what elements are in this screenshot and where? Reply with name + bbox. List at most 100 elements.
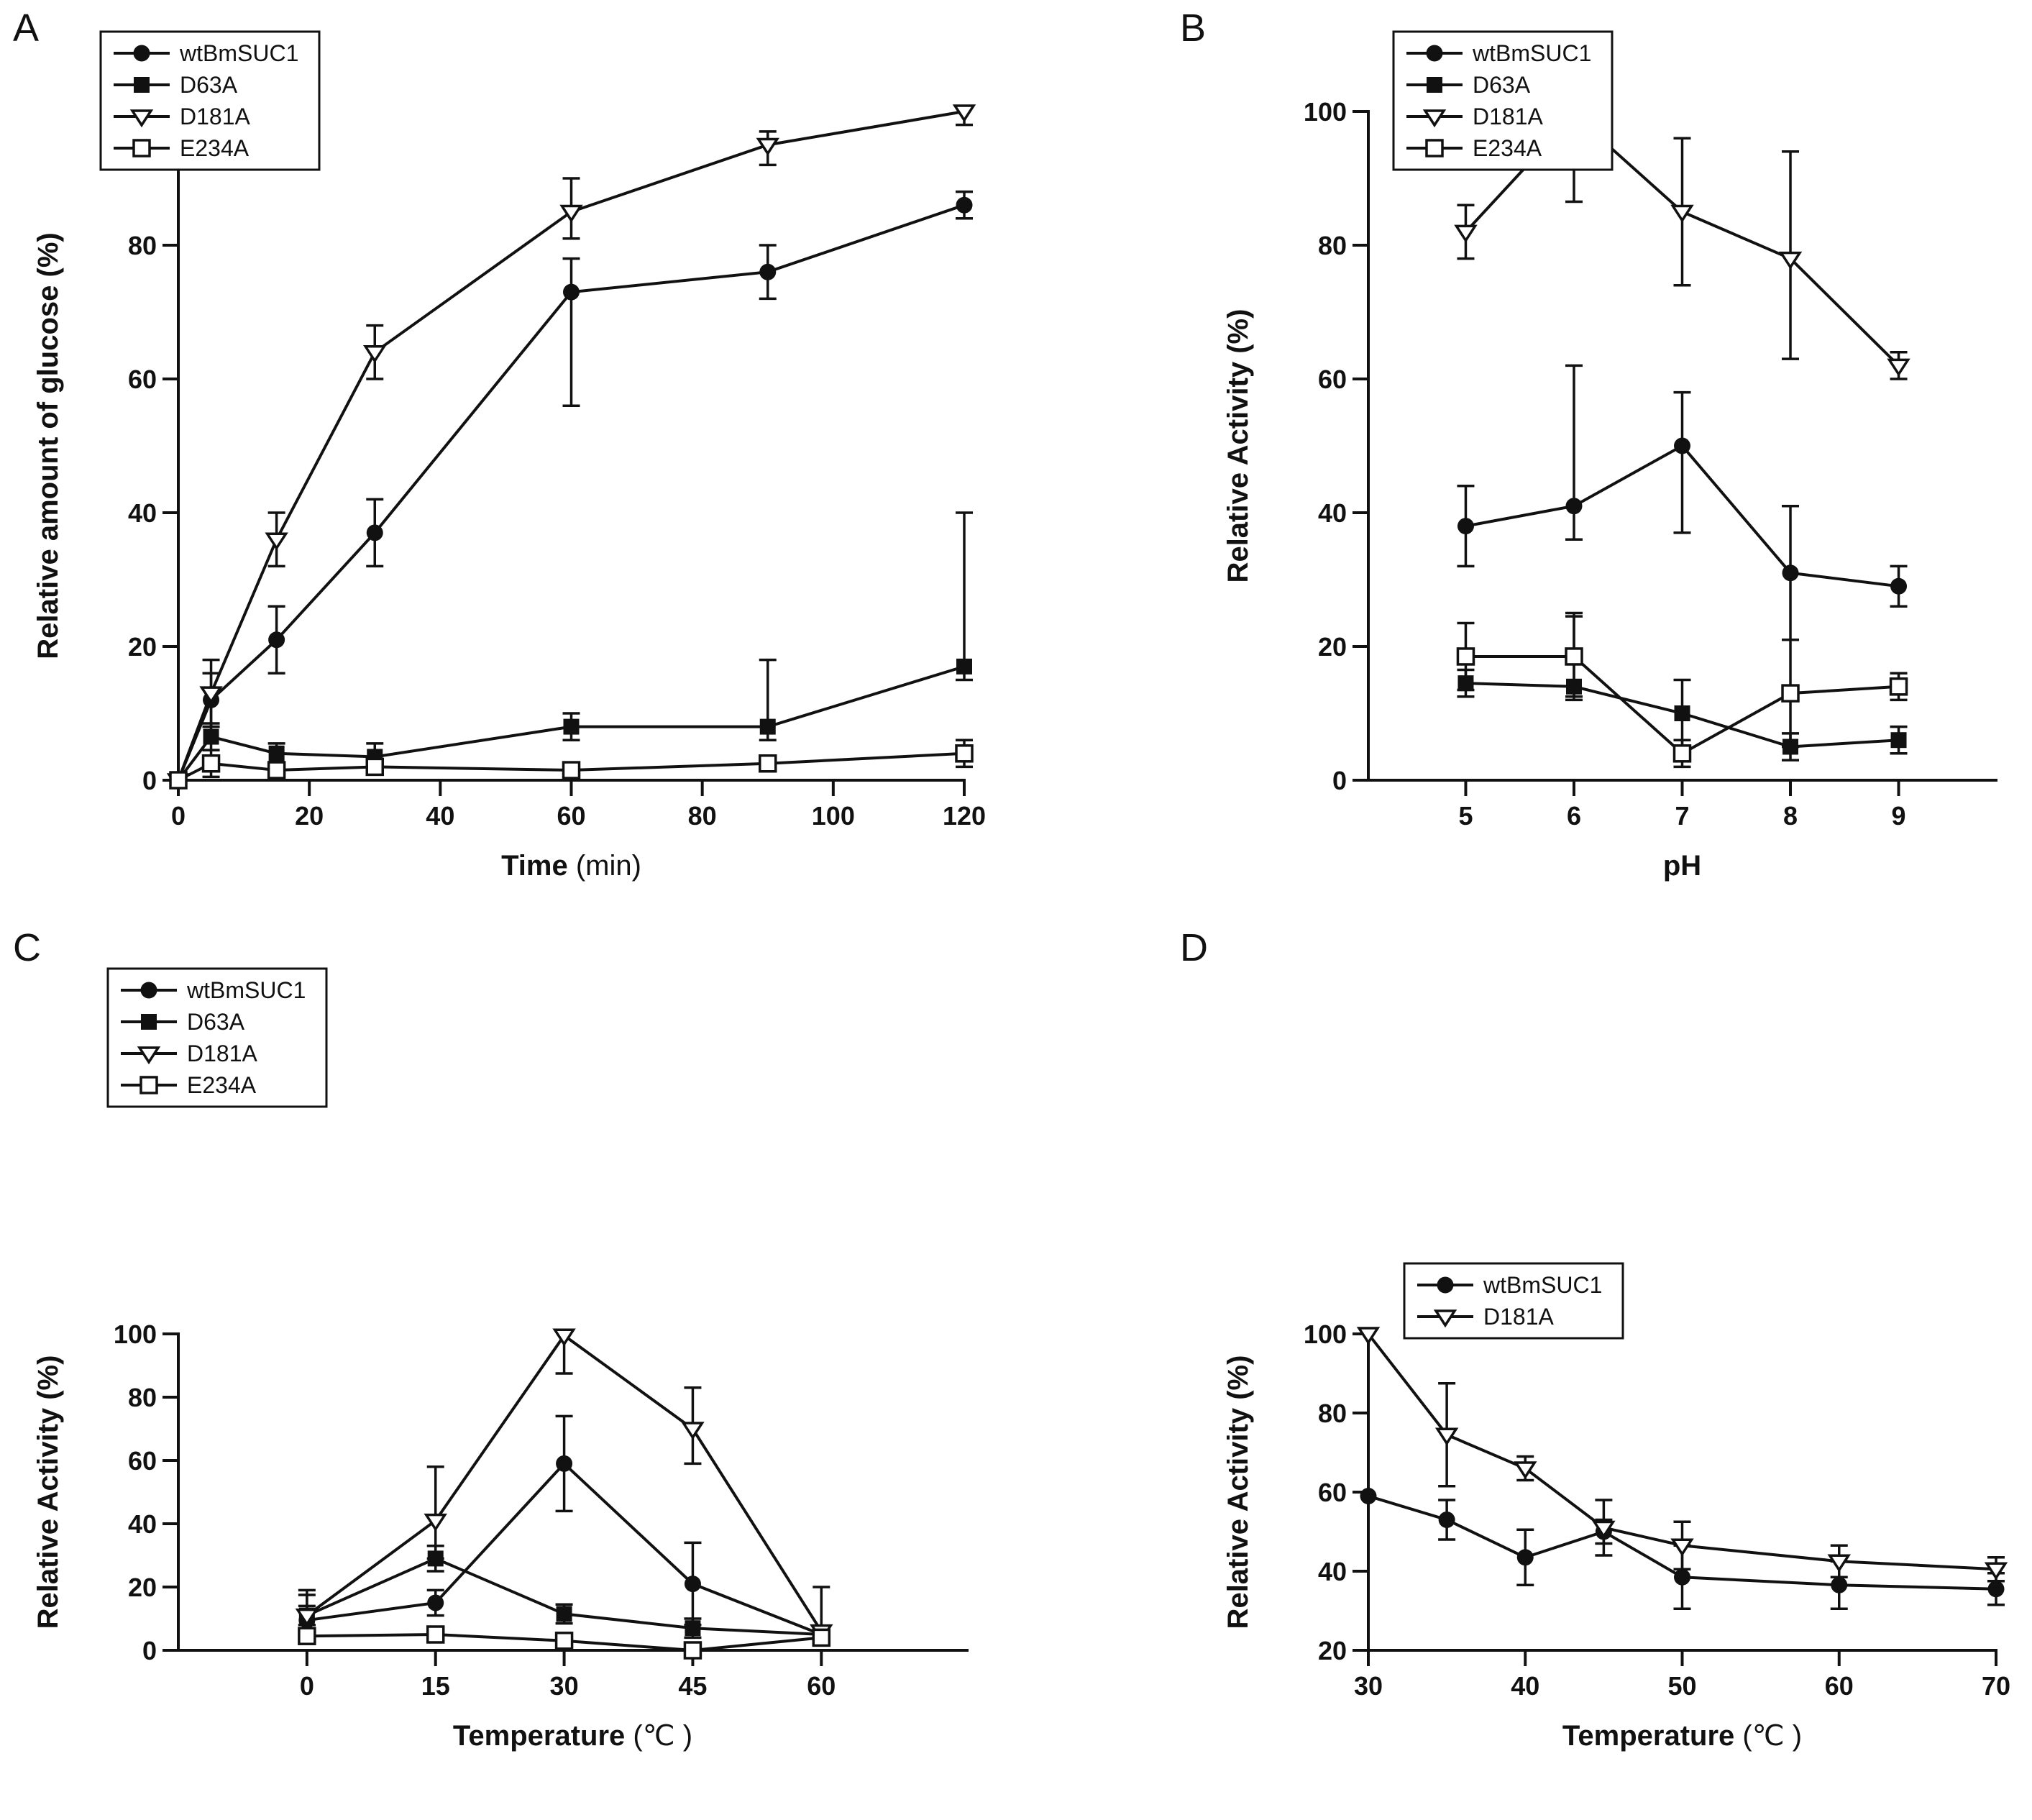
panel-c-letter: C bbox=[13, 926, 41, 969]
legend-label: D181A bbox=[1483, 1304, 1555, 1330]
x-tick-label: 0 bbox=[300, 1671, 314, 1701]
y-tick-label: 60 bbox=[1318, 1478, 1347, 1507]
y-tick-label: 60 bbox=[128, 365, 157, 394]
x-axis-label: pH bbox=[1663, 850, 1701, 882]
y-axis-label: Relative Activity (%) bbox=[32, 1355, 64, 1629]
x-tick-label: 70 bbox=[1982, 1671, 2010, 1701]
x-tick-label: 40 bbox=[1511, 1671, 1539, 1701]
legend: wtBmSUC1 D181A bbox=[1403, 1262, 1624, 1340]
series-E234A bbox=[1456, 615, 1908, 769]
y-tick-label: 0 bbox=[142, 1636, 157, 1665]
y-tick-label: 80 bbox=[128, 231, 157, 260]
panel-a-letter: A bbox=[13, 6, 40, 50]
x-tick-label: 9 bbox=[1892, 801, 1906, 831]
legend-label: D63A bbox=[1473, 72, 1531, 98]
panel-b: B 5 6 7 8 9 0 20 40 60 80 100 pH Relative Activity (… bbox=[1016, 0, 2032, 910]
y-tick-label: 100 bbox=[1304, 97, 1347, 127]
legend: wtBmSUC1 D63A D181A E234A bbox=[1392, 30, 1614, 171]
y-axis-label: Relative amount of glucose (%) bbox=[32, 232, 64, 659]
x-tick-label: 45 bbox=[678, 1671, 707, 1701]
series-E234A bbox=[169, 738, 974, 790]
legend-label: wtBmSUC1 bbox=[179, 40, 298, 66]
legend-label: D181A bbox=[1473, 104, 1544, 129]
legend-label: wtBmSUC1 bbox=[1472, 40, 1591, 66]
series-wtBmSUC1 bbox=[1457, 364, 1908, 641]
legend-label: E234A bbox=[180, 135, 250, 161]
chart-c-activity-vs-temperature: 0 15 30 45 60 0 20 40 60 80 100 Temperature (℃ ) Rel… bbox=[32, 967, 969, 1752]
chart-d-thermostability: 30 40 50 60 70 20 40 60 80 100 Temperature (℃ ) Rel… bbox=[1222, 1262, 2010, 1752]
x-tick-label: 0 bbox=[171, 801, 186, 831]
y-tick-label: 60 bbox=[128, 1446, 157, 1476]
series-wtBmSUC1 bbox=[170, 190, 973, 789]
axes bbox=[163, 110, 966, 796]
y-tick-label: 0 bbox=[1332, 766, 1347, 795]
y-tick-label: 100 bbox=[114, 1320, 157, 1349]
panel-b-letter: B bbox=[1180, 6, 1207, 50]
tick-labels: 020406080100120020406080100 bbox=[114, 97, 986, 831]
series-E234A bbox=[298, 1625, 831, 1660]
axes bbox=[1353, 110, 1997, 796]
y-tick-label: 40 bbox=[1318, 498, 1347, 528]
panel-d: D 30 40 50 60 70 20 40 60 80 100 Temperature (℃ ) R… bbox=[1016, 910, 2032, 1820]
legend: wtBmSUC1 D63A D181A E234A bbox=[106, 967, 328, 1108]
x-axis-label: Time (min) bbox=[501, 850, 641, 882]
y-tick-label: 80 bbox=[128, 1383, 157, 1412]
series-D181A bbox=[1356, 1327, 2008, 1583]
x-axis-label: Temperature (℃ ) bbox=[1562, 1720, 1802, 1752]
y-tick-label: 40 bbox=[128, 498, 157, 528]
y-tick-label: 20 bbox=[1318, 1636, 1347, 1665]
x-tick-label: 60 bbox=[557, 801, 585, 831]
legend-label: D181A bbox=[187, 1041, 258, 1066]
series-D63A bbox=[170, 511, 973, 788]
x-tick-label: 60 bbox=[807, 1671, 836, 1701]
legend-label: D63A bbox=[180, 72, 238, 98]
panel-c: C 0 15 30 45 60 0 20 40 60 80 100 Temperature (℃ ) R… bbox=[0, 910, 1016, 1820]
y-tick-label: 60 bbox=[1318, 365, 1347, 394]
tick-labels: 30 40 50 60 70 20 40 60 80 100 bbox=[1304, 1320, 2010, 1701]
x-tick-label: 40 bbox=[426, 801, 454, 831]
series-D181A bbox=[166, 104, 976, 792]
x-tick-label: 20 bbox=[295, 801, 324, 831]
legend-box bbox=[1403, 1262, 1624, 1340]
y-axis-label: Relative Activity (%) bbox=[1222, 1355, 1254, 1629]
y-tick-label: 80 bbox=[1318, 231, 1347, 260]
y-tick-label: 40 bbox=[1318, 1557, 1347, 1586]
x-tick-label: 30 bbox=[550, 1671, 579, 1701]
tick-labels: 0 15 30 45 60 0 20 40 60 80 100 bbox=[114, 1320, 836, 1701]
x-tick-label: 50 bbox=[1667, 1671, 1696, 1701]
chart-b-activity-vs-ph: 5 6 7 8 9 0 20 40 60 80 100 pH Relative Activity (%)… bbox=[1222, 30, 1997, 882]
legend-label: E234A bbox=[187, 1072, 257, 1098]
x-axis-label: Temperature (℃ ) bbox=[453, 1720, 692, 1752]
series-D63A bbox=[1457, 611, 1908, 762]
legend-label: E234A bbox=[1473, 135, 1542, 161]
legend-label: D63A bbox=[187, 1009, 245, 1035]
y-tick-label: 80 bbox=[1318, 1399, 1347, 1428]
y-axis-label: Relative Activity (%) bbox=[1222, 309, 1254, 583]
axes bbox=[163, 1332, 969, 1666]
x-tick-label: 6 bbox=[1567, 801, 1581, 831]
x-tick-label: 8 bbox=[1783, 801, 1798, 831]
x-tick-label: 30 bbox=[1354, 1671, 1383, 1701]
y-tick-label: 20 bbox=[1318, 632, 1347, 662]
x-tick-label: 120 bbox=[943, 801, 986, 831]
series-D63A bbox=[298, 1545, 830, 1642]
x-tick-label: 80 bbox=[688, 801, 717, 831]
x-tick-label: 100 bbox=[812, 801, 855, 831]
x-tick-label: 60 bbox=[1825, 1671, 1854, 1701]
y-tick-label: 100 bbox=[1304, 1320, 1347, 1349]
x-tick-label: 5 bbox=[1458, 801, 1473, 831]
x-tick-label: 15 bbox=[421, 1671, 450, 1701]
chart-a-glucose-vs-time: 020406080100120020406080100Time (min)Rel… bbox=[32, 30, 986, 882]
legend-label: D181A bbox=[180, 104, 251, 129]
y-tick-label: 40 bbox=[128, 1509, 157, 1539]
y-tick-label: 20 bbox=[128, 632, 157, 662]
y-tick-label: 20 bbox=[128, 1573, 157, 1602]
y-tick-label: 0 bbox=[142, 766, 157, 795]
legend-label: wtBmSUC1 bbox=[186, 977, 306, 1003]
x-tick-label: 7 bbox=[1675, 801, 1689, 831]
legend: wtBmSUC1 D63A D181A E234A bbox=[99, 30, 321, 171]
legend-label: wtBmSUC1 bbox=[1483, 1272, 1602, 1298]
panel-d-letter: D bbox=[1180, 926, 1208, 969]
tick-labels: 5 6 7 8 9 0 20 40 60 80 100 bbox=[1304, 97, 1906, 831]
